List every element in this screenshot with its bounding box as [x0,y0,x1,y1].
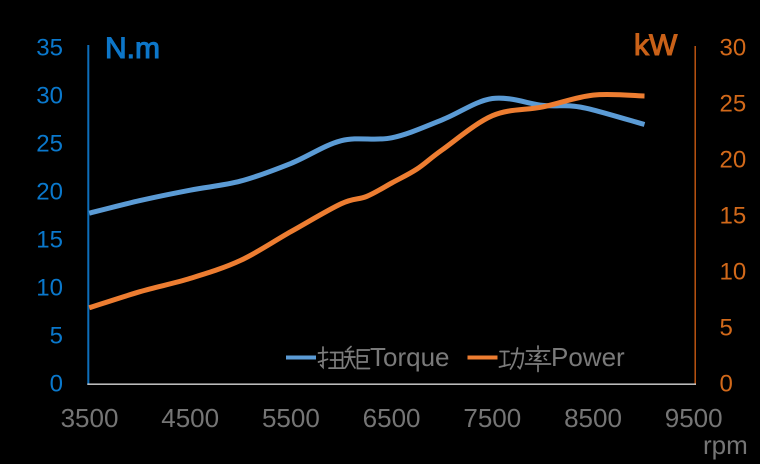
svg-text:rpm: rpm [703,430,748,460]
svg-text:6500: 6500 [363,403,421,433]
svg-text:3500: 3500 [61,403,119,433]
svg-text:5: 5 [720,315,733,342]
svg-text:9500: 9500 [665,403,723,433]
svg-text:25: 25 [720,90,747,117]
svg-text:30: 30 [720,34,747,61]
svg-text:Power: Power [551,342,625,372]
svg-text:8500: 8500 [564,403,622,433]
svg-text:35: 35 [36,34,63,61]
svg-text:0: 0 [50,371,63,398]
svg-text:30: 30 [36,82,63,109]
svg-text:10: 10 [720,259,747,286]
svg-text:20: 20 [720,147,747,174]
svg-text:Torque: Torque [370,342,450,372]
svg-text:20: 20 [36,179,63,206]
svg-text:5: 5 [50,323,63,350]
svg-text:15: 15 [36,227,63,254]
svg-text:15: 15 [720,203,747,230]
svg-text:5500: 5500 [262,403,320,433]
svg-text:25: 25 [36,130,63,157]
svg-text:N.m: N.m [105,32,160,65]
svg-text:7500: 7500 [463,403,521,433]
svg-text:kW: kW [634,29,678,62]
svg-text:10: 10 [36,275,63,302]
svg-text:4500: 4500 [161,403,219,433]
svg-text:0: 0 [720,371,733,398]
